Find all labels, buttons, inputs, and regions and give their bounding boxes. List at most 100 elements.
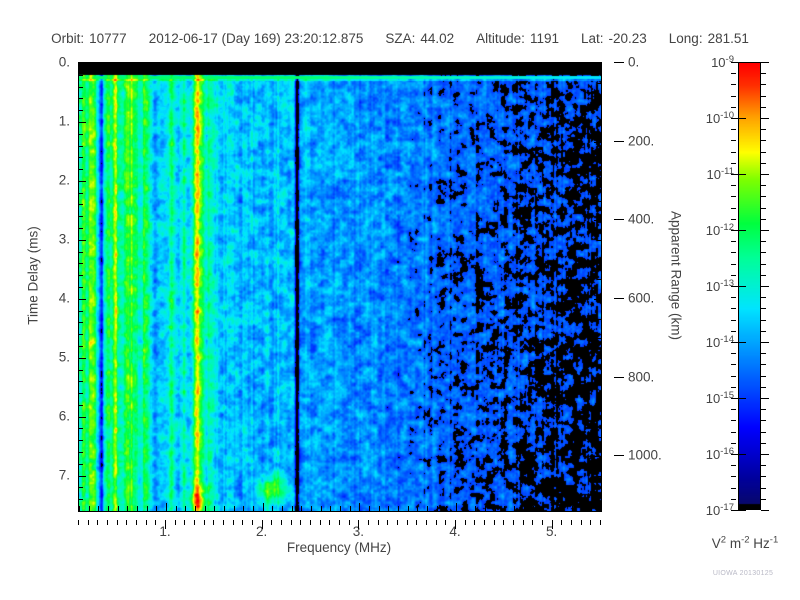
colorbar-tickmark <box>761 241 766 242</box>
y-axis-left-tickmark <box>79 405 83 406</box>
colorbar-tick-label: 10-10 <box>705 109 734 127</box>
spectrogram-plot-area <box>78 62 602 512</box>
figure-header: Orbit: 10777 2012-06-17 (Day 169) 23:20:12… <box>0 28 800 48</box>
colorbar-major-tickmark <box>734 286 746 287</box>
y-axis-left-tickmark <box>79 146 83 147</box>
colorbar-tickmark <box>761 196 766 197</box>
y-axis-left-tickmark <box>79 346 83 347</box>
x-axis-tickmark <box>388 506 389 511</box>
y-axis-right-inner-tickmark <box>597 161 601 162</box>
y-axis-left-tickmark <box>79 122 86 123</box>
header-field: Orbit: 10777 <box>51 31 127 46</box>
y-axis-left-tick-label: 3. <box>58 231 70 247</box>
colorbar-tickmark <box>731 96 736 97</box>
x-axis-outer-tickmark <box>532 520 533 525</box>
colorbar-tick-label: 10-9 <box>711 53 734 71</box>
colorbar-major-tickmark <box>734 454 746 455</box>
y-axis-right-inner-tickmark <box>594 142 601 143</box>
y-axis-right-tickmark <box>614 455 624 456</box>
x-axis-tickmark <box>543 506 544 511</box>
x-axis-outer-tickmark <box>155 520 156 525</box>
colorbar-tickmark <box>731 208 736 209</box>
x-axis-tickmark <box>398 506 399 511</box>
y-axis-left-tickmark <box>79 275 83 276</box>
colorbar-tickmark <box>731 420 736 421</box>
x-axis-outer-tickmark <box>465 520 466 525</box>
y-axis-right-inner-tickmark <box>597 358 601 359</box>
x-axis-tickmark <box>272 506 273 511</box>
x-axis-tickmark <box>350 506 351 511</box>
colorbar-tickmark <box>731 163 736 164</box>
header-field-value: 44.02 <box>420 30 455 46</box>
x-axis-outer-tickmark <box>175 520 176 525</box>
colorbar-tickmark <box>731 129 736 130</box>
x-axis-outer-tickmark <box>378 520 379 525</box>
colorbar-tickmark <box>731 353 736 354</box>
colorbar-tickmark <box>761 252 766 253</box>
x-axis-outer-tickmark <box>407 520 408 525</box>
x-axis-outer-tickmark <box>436 520 437 525</box>
y-axis-left-tickmark <box>79 499 83 500</box>
colorbar-tick-label: 10-13 <box>705 277 734 295</box>
y-axis-left-tickmark <box>79 216 83 217</box>
header-field-label: Orbit: <box>51 30 85 46</box>
watermark: UIOWA 20130125 <box>712 570 774 577</box>
colorbar-tickmark <box>761 443 766 444</box>
colorbar-tickmark <box>761 308 766 309</box>
y-axis-left-tickmark <box>79 287 83 288</box>
y-axis-left-tickmark <box>79 252 83 253</box>
x-axis-outer-tickmark <box>310 520 311 525</box>
y-axis-left-tickmark <box>79 263 83 264</box>
y-axis-right-inner-tickmark <box>594 456 601 457</box>
y-axis-right-inner-tickmark <box>597 122 601 123</box>
colorbar-tickmark <box>761 342 769 343</box>
x-axis-tickmark <box>591 506 592 511</box>
y-axis-right-inner-tickmark <box>594 378 601 379</box>
colorbar-tick-label: 10-12 <box>705 221 734 239</box>
colorbar-major-tickmark <box>734 230 746 231</box>
y-axis-right-inner-tickmark <box>597 102 601 103</box>
x-axis-outer-tickmark <box>503 520 504 525</box>
colorbar-tickmark <box>731 331 736 332</box>
x-axis-outer-tickmark <box>349 520 350 525</box>
y-axis-left-tickmark <box>79 358 86 359</box>
y-axis-right-inner-tickmark <box>597 83 601 84</box>
y-axis-left-tickmark <box>79 370 83 371</box>
colorbar-unit-part: m-2 <box>726 534 750 551</box>
x-axis-outer-tickmark <box>78 520 79 525</box>
x-axis-tickmark <box>495 506 496 511</box>
y-axis-right-inner-tickmark <box>594 299 601 300</box>
colorbar-tickmark <box>761 364 766 365</box>
x-axis-outer-tickmark <box>262 520 263 529</box>
y-axis-right-tickmark <box>614 62 624 63</box>
colorbar-tickmark <box>761 353 766 354</box>
x-axis-tick-label: 4. <box>449 524 461 539</box>
colorbar-tickmark <box>731 84 736 85</box>
colorbar-tickmark <box>731 275 736 276</box>
x-axis-tickmark <box>263 503 264 511</box>
y-axis-left-tick-label: 1. <box>58 113 70 129</box>
spectrogram-canvas <box>79 63 601 511</box>
x-axis-outer-tickmark <box>455 520 456 529</box>
colorbar-tickmark <box>761 107 766 108</box>
colorbar-tickmark <box>731 387 736 388</box>
x-axis-tickmark <box>456 503 457 511</box>
x-axis-outer-tickmark <box>397 520 398 525</box>
colorbar-tickmark <box>731 264 736 265</box>
y-axis-left-tickmark <box>79 440 83 441</box>
x-axis-tickmark <box>214 506 215 511</box>
y-axis-right-inner-tickmark <box>597 338 601 339</box>
colorbar-tickmark <box>761 84 766 85</box>
y-axis-right-tick-label: 800. <box>628 369 655 385</box>
x-axis-tickmark <box>205 506 206 511</box>
colorbar-tickmark <box>761 73 766 74</box>
x-axis-tickmark <box>601 506 602 511</box>
x-axis-tickmark <box>98 506 99 511</box>
y-axis-left-tickmark <box>79 381 83 382</box>
colorbar-tick-label: 10-14 <box>705 333 734 351</box>
y-axis-right-inner-tickmark <box>597 260 601 261</box>
y-axis-left-tickmark <box>79 464 83 465</box>
x-axis-outer-tickmark <box>136 520 137 525</box>
colorbar-tickmark <box>761 387 766 388</box>
